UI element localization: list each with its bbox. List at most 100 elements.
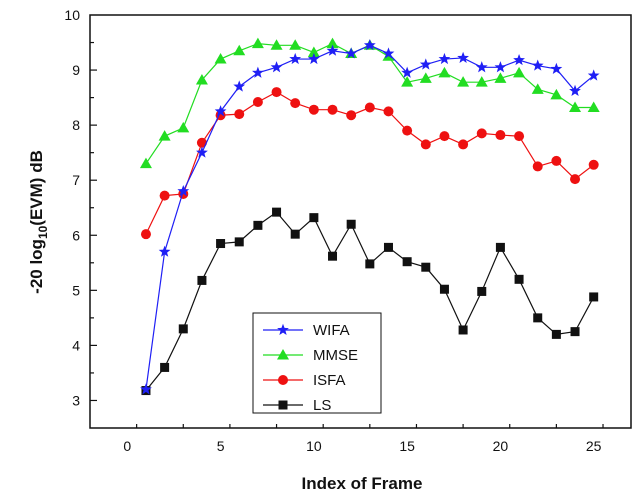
x-tick-label: 5 xyxy=(217,438,225,454)
data-point-triangle xyxy=(270,39,283,50)
data-point-triangle xyxy=(158,130,171,141)
data-point-star xyxy=(289,52,302,65)
data-point-triangle xyxy=(550,88,563,100)
data-point-triangle xyxy=(233,44,246,56)
y-tick-label: 8 xyxy=(72,117,80,133)
data-point-star xyxy=(177,185,190,197)
data-point-square xyxy=(402,257,412,267)
data-point-square xyxy=(197,275,207,285)
data-point-star xyxy=(513,53,525,66)
data-point-square xyxy=(477,286,487,296)
data-point-square xyxy=(216,239,226,249)
legend-label: LS xyxy=(313,397,331,414)
plot-frame xyxy=(89,14,632,429)
data-point-triangle xyxy=(401,76,414,87)
data-point-circle xyxy=(346,110,357,121)
legend-entry-ls: LS xyxy=(263,397,331,414)
data-point-star xyxy=(382,47,395,59)
data-point-star xyxy=(252,66,264,78)
data-point-square xyxy=(253,220,263,230)
data-point-star xyxy=(326,44,339,56)
data-point-circle xyxy=(420,139,431,150)
data-point-star xyxy=(569,84,581,97)
data-point-circle xyxy=(196,137,207,148)
data-point-star xyxy=(196,146,208,158)
data-point-star xyxy=(270,61,283,73)
data-point-triangle xyxy=(326,37,339,49)
data-point-square xyxy=(365,259,375,269)
x-tick-label: 20 xyxy=(493,438,509,454)
x-tick-label: 25 xyxy=(586,438,602,454)
data-point-square xyxy=(495,242,505,252)
x-tick-label: 10 xyxy=(306,438,322,454)
y-tick-label: 7 xyxy=(72,172,80,188)
data-point-star xyxy=(550,62,563,74)
data-point-circle xyxy=(402,125,413,136)
data-point-star xyxy=(457,51,469,63)
x-tick-label: 0 xyxy=(123,438,131,454)
data-point-circle xyxy=(532,161,543,172)
data-point-triangle xyxy=(419,72,432,83)
data-point-square xyxy=(439,284,449,294)
x-axis-title: Index of Frame xyxy=(302,474,423,493)
series-line xyxy=(145,91,595,235)
data-point-circle xyxy=(383,106,394,117)
data-point-circle xyxy=(252,97,263,108)
y-axis-title-rest: (EVM) dB xyxy=(27,150,46,226)
data-point-triangle xyxy=(475,76,488,87)
data-point-triangle xyxy=(139,157,152,169)
data-point-triangle xyxy=(438,66,451,78)
data-point-triangle xyxy=(494,72,507,83)
data-point-triangle xyxy=(587,101,600,113)
data-point-square xyxy=(551,329,561,339)
legend-entry-mmse: MMSE xyxy=(263,347,358,364)
data-point-square xyxy=(458,325,468,335)
data-point-triangle xyxy=(307,46,320,57)
data-point-star xyxy=(494,61,507,73)
data-point-square xyxy=(533,313,543,323)
series-wifa xyxy=(140,39,600,395)
data-point-triangle xyxy=(569,101,582,113)
data-point-square xyxy=(589,292,599,302)
data-point-triangle xyxy=(195,73,208,85)
data-point-square xyxy=(346,219,356,229)
y-axis-title-subscript: 10 xyxy=(36,225,50,239)
data-point-circle xyxy=(234,109,245,120)
y-tick-label: 5 xyxy=(72,282,80,298)
data-point-triangle xyxy=(457,76,470,87)
legend-label: MMSE xyxy=(313,347,358,364)
data-point-circle xyxy=(514,131,525,142)
data-point-circle xyxy=(278,375,288,385)
data-point-star xyxy=(140,383,152,395)
data-point-square xyxy=(234,237,244,247)
y-tick-label: 10 xyxy=(64,7,80,23)
data-point-square xyxy=(272,207,282,217)
data-point-circle xyxy=(570,174,581,185)
y-tick-label: 6 xyxy=(72,227,80,243)
data-point-triangle xyxy=(531,83,544,94)
data-point-star xyxy=(438,52,451,65)
data-point-circle xyxy=(327,104,338,115)
data-point-triangle xyxy=(251,37,264,49)
y-axis-title: -20 log10(EVM) dB xyxy=(27,150,50,294)
data-point-circle xyxy=(551,155,562,166)
data-point-square xyxy=(309,213,319,223)
data-point-circle xyxy=(476,128,487,139)
data-point-circle xyxy=(495,130,506,141)
data-point-circle xyxy=(159,190,170,201)
data-point-star xyxy=(475,61,488,73)
data-point-triangle xyxy=(177,121,190,133)
series-group xyxy=(139,37,600,396)
y-axis-title-main: -20 log xyxy=(27,239,46,294)
data-point-star xyxy=(587,69,600,81)
data-point-square xyxy=(421,262,431,272)
data-point-square xyxy=(514,274,524,284)
legend: WIFA MMSE ISFA LS xyxy=(252,312,382,414)
legend-label: WIFA xyxy=(313,322,350,339)
data-point-triangle xyxy=(277,349,289,360)
data-point-square xyxy=(383,242,393,252)
x-tick-label: 15 xyxy=(399,438,415,454)
data-point-square xyxy=(570,327,580,337)
data-point-star xyxy=(214,105,227,117)
